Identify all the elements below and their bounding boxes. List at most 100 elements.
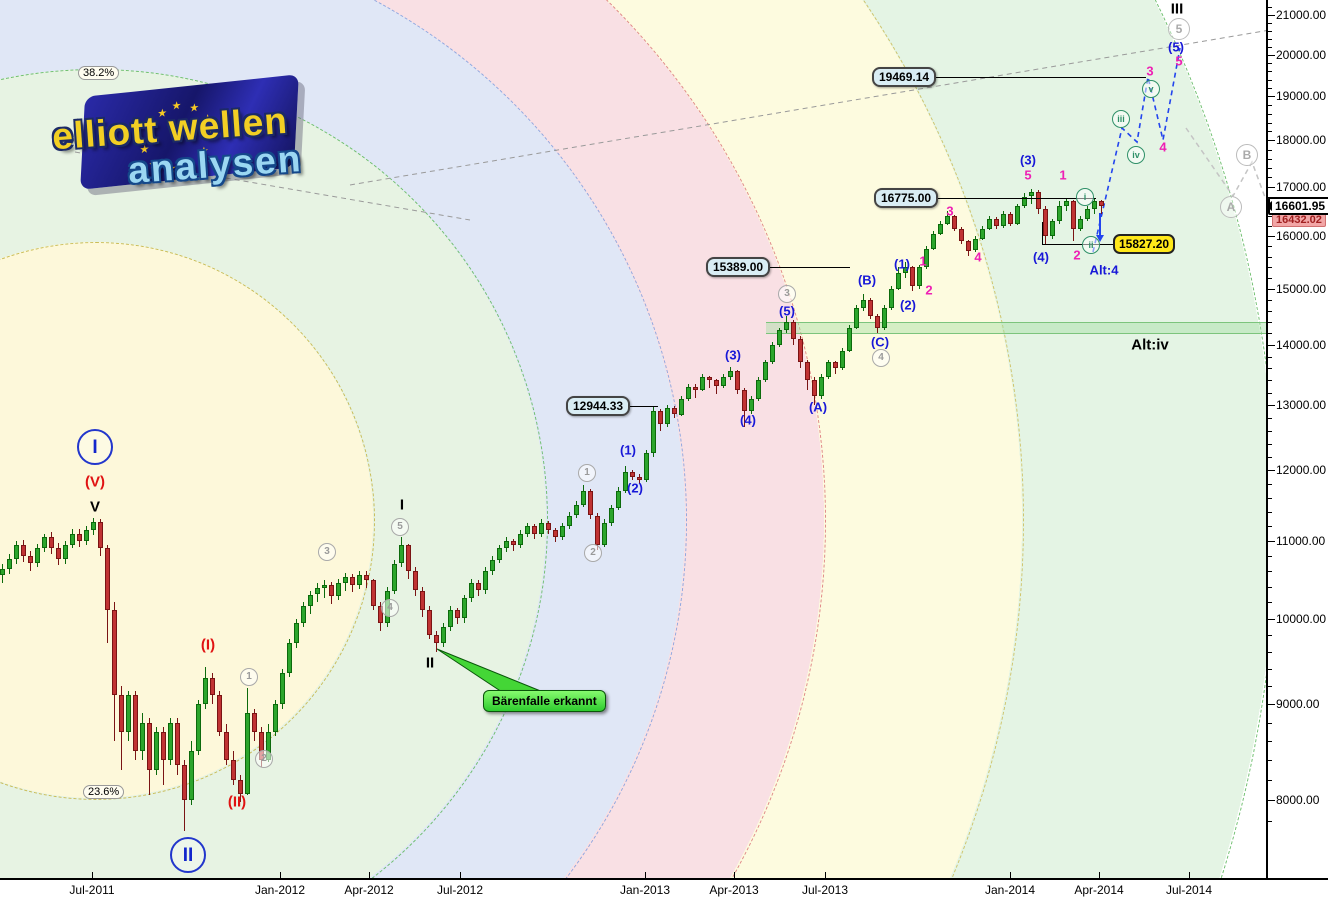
price-axis-minor-tick [1268,310,1272,312]
wave-projection-path [1092,47,1181,253]
time-axis-tick [1099,872,1100,878]
wave-label-1: 1 [1059,167,1067,183]
wave-label-2: 2 [584,544,602,562]
level-callout-15389.00[interactable]: 15389.00 [706,257,771,277]
wave-label-3: 3 [946,203,954,219]
price-axis-label: 15000.00 [1276,281,1327,296]
price-axis[interactable]: 21000.00 20000.00 19000.00 18000.00 17000.00… [1266,0,1328,878]
time-axis[interactable]: Jul-2011 Jan-2012 Apr-2012 Jul-2012 Jan-2013… [0,872,1328,899]
wave-label-II: (II) [227,793,247,811]
time-axis-label: Apr-2014 [1074,883,1124,897]
price-axis-minor-tick [1268,651,1272,653]
chart-plot-area[interactable]: 19469.14 16775.00 15389.00 12944.33 15827.20… [0,0,1266,878]
level-callout-19469.14[interactable]: 19469.14 [872,67,937,87]
wave-label-layer: I (V) V (I) 1 2 (II) II 3 4 5 I II 1 2 (1) (2) (3) (4) 3 (5)… [77,0,1258,873]
price-axis-label: 21000.00 [1276,7,1327,22]
wave-label-1: 1 [578,464,596,482]
wave-label-1: (1) [620,442,636,458]
wave-label-2: 2 [255,750,273,768]
price-axis-minor-tick [1268,470,1272,472]
wave-label-C: (C) [870,334,890,350]
time-axis-tick [92,872,93,878]
time-axis-label: Jul-2014 [1165,883,1213,897]
level-callout-16775.00[interactable]: 16775.00 [874,188,939,208]
time-axis-label: Jul-2011 [69,883,115,897]
wave-label-1: 1 [919,253,927,269]
price-axis-minor-tick [1268,87,1272,89]
level-line [630,406,658,407]
price-axis-minor-tick [1268,722,1272,724]
price-axis-minor-tick [1268,555,1272,557]
time-axis-tick [1189,872,1190,878]
price-axis-minor-tick [1268,686,1272,688]
price-axis-minor-tick [1268,571,1272,573]
wave-label-Alt4: Alt:4 [1089,262,1119,278]
alert-price-tag[interactable]: 15827.20 [1113,234,1176,254]
price-axis-label: 16000.00 [1276,229,1327,244]
wave-label-2: 2 [1073,247,1081,263]
price-axis-label: 12000.00 [1276,463,1327,478]
support-zone-band [766,322,1266,334]
price-axis-minor-tick [1268,54,1272,56]
price-axis-minor-tick [1268,380,1272,382]
price-axis-minor-tick [1268,392,1272,394]
bearfalle-callout[interactable]: Bärenfalle erkannt [483,690,606,712]
price-axis-label: 18000.00 [1276,133,1327,148]
wave-label-4: 4 [872,349,890,367]
wave-label-2: 2 [925,282,933,298]
price-axis-minor-tick [1268,368,1272,370]
wave-label-I: (I) [200,636,216,654]
wave-label-III: III [1170,0,1184,18]
price-axis-minor-tick [1268,122,1272,124]
wave-label-II: II [170,837,206,873]
wave-label-4: 4 [381,599,399,617]
wave-label-3: 3 [318,543,336,561]
wave-label-4: (4) [1033,249,1049,265]
price-axis-minor-tick [1268,30,1272,32]
price-axis-minor-tick [1268,618,1272,620]
wave-label-2: (2) [900,297,916,313]
fib-pct-label: 23.6% [83,785,125,799]
wave-label-V: V [89,498,101,516]
annotation-layer: 19469.14 16775.00 15389.00 12944.33 15827.20… [78,66,1176,799]
price-axis-minor-tick [1268,741,1272,743]
wave-label-Altiv: Alt:iv [1131,336,1169,354]
price-axis-minor-tick [1268,256,1272,258]
price-axis-minor-tick [1268,456,1272,458]
price-axis-minor-tick [1268,634,1272,636]
price-axis-minor-tick [1268,541,1272,542]
time-axis-label: Jul-2012 [436,883,484,897]
price-axis-minor-tick [1268,186,1272,188]
price-axis-minor-tick [1268,38,1272,40]
wave-label-iii: iii [1112,110,1130,128]
price-axis-label: 17000.00 [1276,179,1327,194]
price-axis-minor-tick [1268,511,1272,513]
price-axis-minor-tick [1268,168,1272,169]
price-axis-minor-tick [1268,497,1272,499]
alert-bracket-v [1042,222,1043,244]
price-axis-minor-tick [1268,704,1272,706]
wave-label-5: (5) [779,303,795,319]
price-axis-minor-tick [1268,22,1272,24]
price-axis-minor-tick [1268,226,1272,228]
level-line [936,77,1146,78]
previous-price-tag: 16432.02 [1272,213,1326,228]
wave-label-B: (B) [857,272,877,288]
time-axis-tick [734,872,735,878]
price-axis-label: 8000.00 [1276,793,1320,808]
wave-label-A: (A) [808,399,828,415]
price-axis-minor-tick [1268,299,1272,301]
level-callout-12944.33[interactable]: 12944.33 [566,396,631,416]
time-axis-tick [645,872,646,878]
price-axis-minor-tick [1268,430,1272,432]
price-axis-minor-tick [1268,96,1272,98]
price-axis-label: 20000.00 [1276,47,1327,62]
time-axis-label: Jan-2012 [254,883,306,897]
price-axis-label: 9000.00 [1276,697,1320,712]
level-line [938,198,1096,199]
wave-label-ii: ii [1082,236,1100,254]
price-axis-minor-tick [1268,267,1272,269]
price-axis-minor-tick [1268,405,1272,407]
price-axis-minor-tick [1268,79,1272,81]
